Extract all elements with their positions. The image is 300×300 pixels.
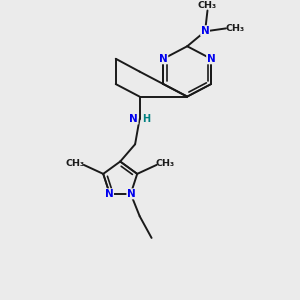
Text: H: H (142, 114, 150, 124)
Text: CH₃: CH₃ (65, 159, 85, 168)
Text: N: N (159, 54, 168, 64)
Text: N: N (127, 189, 136, 199)
Text: N: N (207, 54, 215, 64)
Text: N: N (105, 189, 113, 199)
Text: N: N (129, 114, 138, 124)
Text: CH₃: CH₃ (198, 1, 217, 10)
Text: CH₃: CH₃ (226, 24, 245, 33)
Text: CH₃: CH₃ (156, 159, 175, 168)
Text: N: N (201, 26, 209, 36)
